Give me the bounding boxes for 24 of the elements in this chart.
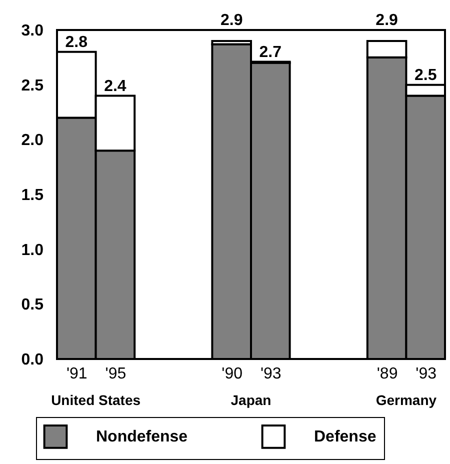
y-tick-label: 1.5	[21, 187, 44, 204]
y-tick-label: 2.5	[21, 77, 44, 94]
text: United States	[51, 392, 141, 408]
total-label: 2.9	[376, 12, 398, 29]
total-label: 2.5	[414, 66, 437, 84]
total-label: 2.9	[220, 12, 243, 29]
y-tick-label: 0.0	[21, 352, 44, 368]
text: Germany	[376, 392, 437, 408]
x-tick-label: '91	[66, 366, 88, 382]
x-tick-label: '93	[260, 366, 282, 382]
y-tick-label: 3.0	[21, 22, 44, 40]
legend-label: Nondefense	[96, 428, 188, 446]
total-label: 2.4	[104, 78, 126, 95]
text: Japan	[230, 392, 272, 408]
legend-label: Defense	[314, 428, 376, 446]
x-tick-label: '93	[416, 366, 437, 382]
total-label: 2.8	[65, 34, 88, 51]
total-label: 2.7	[259, 44, 282, 61]
x-tick-label: '95	[105, 366, 126, 382]
y-tick-label: 1.0	[21, 242, 44, 259]
y-tick-label: 2.0	[21, 132, 44, 150]
x-tick-label: '90	[222, 366, 243, 382]
y-tick-label: 0.5	[21, 296, 44, 314]
x-tick-label: '89	[376, 366, 398, 382]
